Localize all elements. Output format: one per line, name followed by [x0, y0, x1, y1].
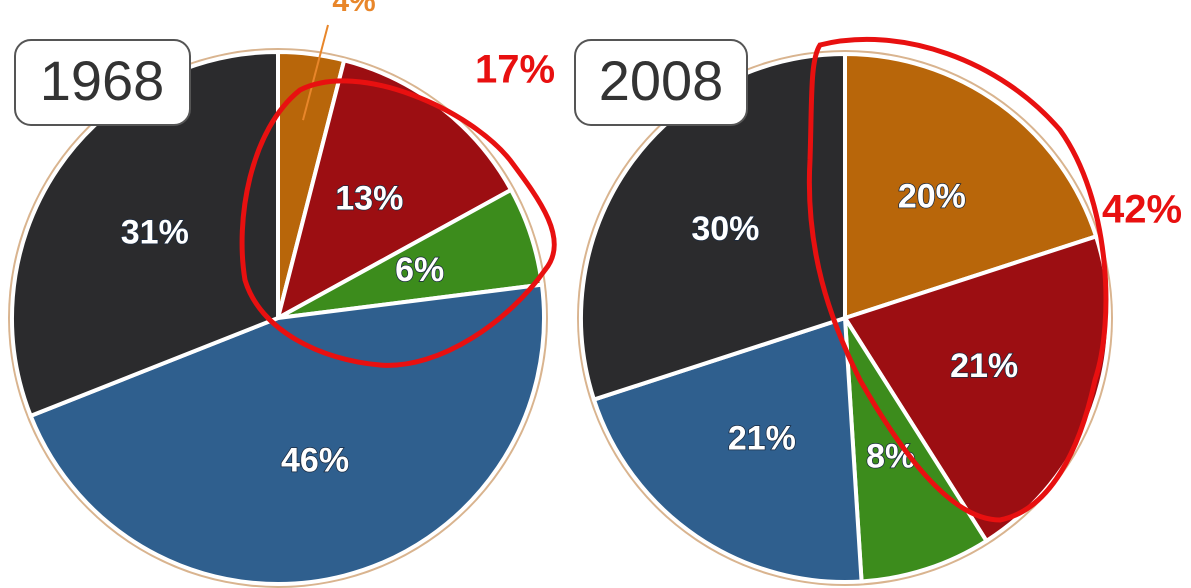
- chart-title: 2008: [599, 49, 724, 112]
- data-label: 21%: [950, 347, 1018, 385]
- pie-slice: [843, 51, 1099, 321]
- annotation: 42%: [1102, 188, 1182, 232]
- title-box: [574, 39, 748, 126]
- data-label: 46%: [281, 441, 349, 479]
- data-label: 13%: [335, 179, 403, 217]
- highlight-outline: [806, 36, 1109, 523]
- data-label: 30%: [691, 210, 759, 248]
- data-label: 20%: [898, 177, 966, 215]
- data-label: 6%: [395, 251, 444, 289]
- highlight-outline: [239, 78, 557, 368]
- pie-slice: [843, 316, 990, 584]
- data-label: 21%: [728, 419, 796, 457]
- data-label: 4%: [332, 0, 375, 18]
- pie-slice: [10, 49, 280, 419]
- title-box: [14, 39, 191, 126]
- pie-slice: [28, 282, 546, 586]
- pies: 4% 13% 6% 46% 31% 20% 21% 8% 21% 30%: [8, 0, 1113, 588]
- chart-title: 1968: [40, 49, 165, 112]
- data-label: 31%: [121, 213, 189, 251]
- annotation: 17%: [475, 48, 555, 92]
- pie-slice: [579, 51, 847, 403]
- data-label: 8%: [866, 438, 915, 476]
- leader-line: [302, 24, 329, 121]
- pie-slice: [591, 315, 864, 584]
